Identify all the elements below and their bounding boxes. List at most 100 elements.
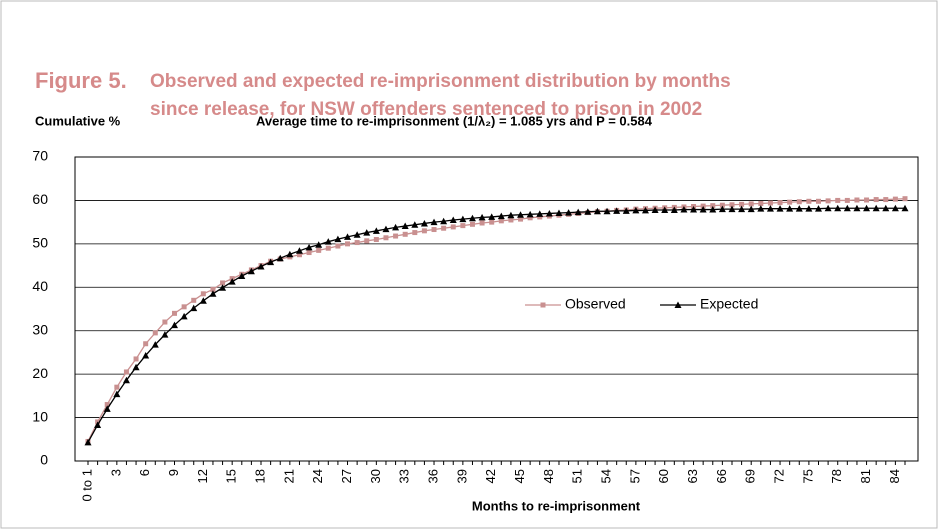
point xyxy=(219,284,227,291)
x-tick-label: 84 xyxy=(887,469,902,483)
point xyxy=(517,211,525,218)
point xyxy=(449,216,457,223)
point xyxy=(661,206,669,213)
point xyxy=(824,204,832,212)
x-tick-label: 30 xyxy=(368,469,383,483)
point xyxy=(383,235,389,241)
point xyxy=(853,204,861,212)
x-tick-label: 21 xyxy=(281,469,296,483)
point xyxy=(334,235,342,243)
point xyxy=(335,243,341,249)
point xyxy=(479,220,485,226)
point xyxy=(527,215,533,221)
point xyxy=(94,421,102,428)
point xyxy=(104,402,110,408)
point xyxy=(507,211,515,219)
y-tick-label: 70 xyxy=(32,148,48,164)
point xyxy=(526,210,534,218)
x-tick-label: 18 xyxy=(252,469,267,483)
point xyxy=(776,205,784,212)
point xyxy=(325,245,331,251)
point xyxy=(488,213,496,220)
point xyxy=(613,207,621,214)
x-tick-label: 33 xyxy=(397,469,412,483)
point xyxy=(872,204,880,212)
point xyxy=(296,252,302,258)
point xyxy=(142,351,150,359)
point xyxy=(421,228,427,234)
point xyxy=(806,198,812,204)
point xyxy=(345,241,351,247)
point xyxy=(114,384,120,390)
point xyxy=(392,223,400,231)
point xyxy=(267,258,275,266)
x-tick-label: 12 xyxy=(195,469,210,483)
legend-label: Expected xyxy=(700,296,758,312)
point xyxy=(883,197,889,203)
point xyxy=(478,213,486,221)
point xyxy=(873,197,879,203)
y-tick-label: 40 xyxy=(32,278,48,294)
point xyxy=(430,218,438,226)
point xyxy=(805,205,813,212)
point xyxy=(286,250,294,258)
point xyxy=(113,390,121,398)
point xyxy=(103,405,111,412)
point xyxy=(651,206,659,213)
point xyxy=(161,331,169,338)
point xyxy=(766,205,774,212)
point xyxy=(882,204,890,212)
point xyxy=(459,215,467,223)
point xyxy=(412,230,418,236)
y-tick-label: 30 xyxy=(32,321,48,337)
point xyxy=(690,206,698,213)
point xyxy=(324,238,332,245)
x-tick-label: 72 xyxy=(771,469,786,483)
y-axis-title: Cumulative % xyxy=(35,113,121,128)
point xyxy=(315,241,323,248)
point xyxy=(787,199,793,205)
point xyxy=(440,217,448,225)
x-tick-label: 54 xyxy=(598,469,613,483)
x-tick-label: 24 xyxy=(310,469,325,483)
point xyxy=(622,207,630,214)
point xyxy=(795,205,803,212)
point xyxy=(353,231,361,238)
point xyxy=(133,356,139,362)
point xyxy=(460,223,466,229)
point xyxy=(815,198,821,204)
point xyxy=(891,204,899,212)
legend-marker xyxy=(540,302,546,308)
x-tick-label: 51 xyxy=(570,469,585,483)
x-tick-label: 9 xyxy=(166,469,181,476)
point xyxy=(199,297,207,304)
point xyxy=(728,205,736,213)
point xyxy=(843,204,851,212)
point xyxy=(555,209,563,217)
plot-area xyxy=(74,156,919,462)
point xyxy=(450,224,456,230)
point xyxy=(132,363,140,371)
x-tick-label: 3 xyxy=(108,469,123,476)
x-tick-label: 63 xyxy=(685,469,700,483)
point xyxy=(393,233,399,239)
point xyxy=(854,197,860,203)
point xyxy=(191,297,197,303)
x-tick-label: 60 xyxy=(656,469,671,483)
point xyxy=(757,205,765,212)
point xyxy=(767,200,773,206)
point xyxy=(835,197,841,203)
point xyxy=(834,204,842,212)
point xyxy=(498,218,504,224)
point xyxy=(545,209,553,217)
point xyxy=(143,341,149,347)
point xyxy=(565,209,573,216)
point xyxy=(402,231,408,237)
y-tick-label: 60 xyxy=(32,191,48,207)
point xyxy=(295,247,303,254)
point xyxy=(574,208,582,216)
point xyxy=(825,198,831,204)
point xyxy=(84,438,92,446)
point xyxy=(190,304,198,312)
point xyxy=(238,272,246,279)
